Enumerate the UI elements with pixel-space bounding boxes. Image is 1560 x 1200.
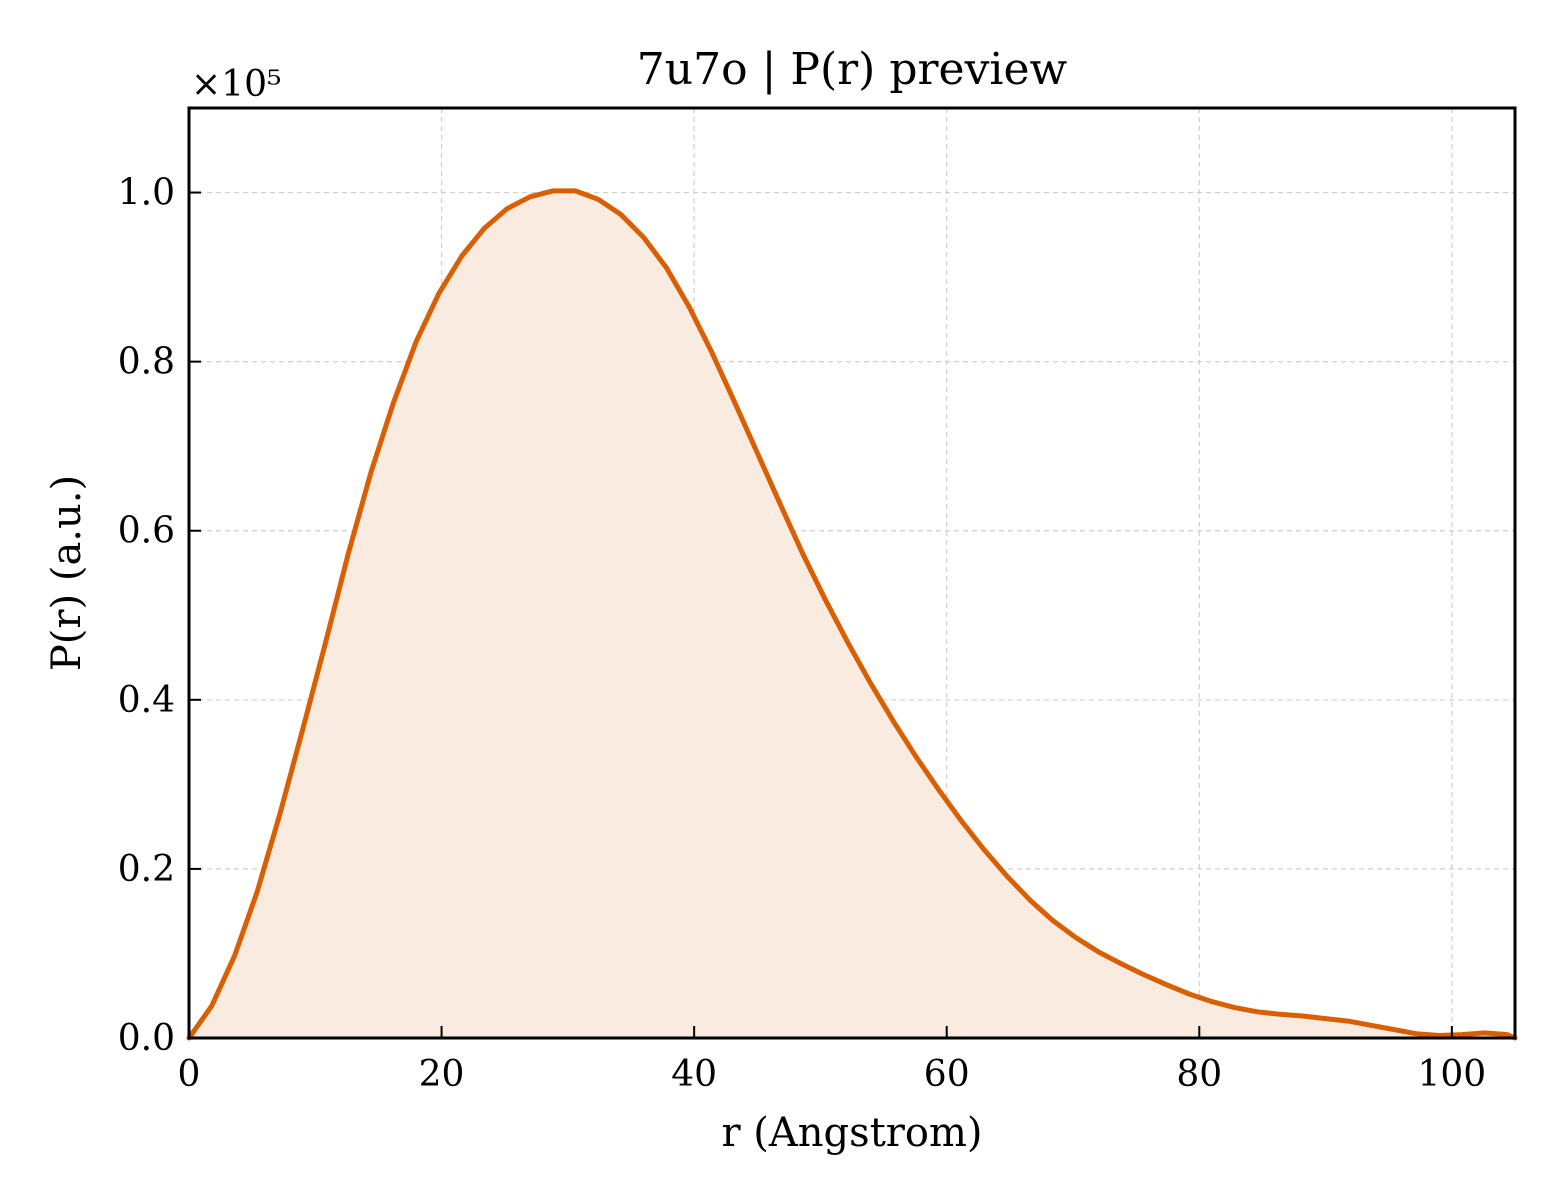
x-tick-label-4: 80 xyxy=(1176,1054,1222,1095)
series-area-fill xyxy=(189,190,1515,1038)
chart-title: 7u7o | P(r) preview xyxy=(637,44,1068,95)
y-axis-scale-label: ×10⁵ xyxy=(191,64,281,105)
x-axis-label: r (Angstrom) xyxy=(721,1110,982,1156)
y-tick-label-4: 0.8 xyxy=(118,342,175,383)
x-tick-label-2: 40 xyxy=(671,1054,717,1095)
y-tick-label-5: 1.0 xyxy=(118,173,175,214)
area-fill-layer xyxy=(189,190,1515,1038)
y-tick-label-0: 0.0 xyxy=(118,1018,175,1059)
series-line xyxy=(186,188,1518,1041)
x-tick-label-3: 60 xyxy=(924,1054,970,1095)
plot-frame xyxy=(187,106,1517,1040)
x-tick-label-1: 20 xyxy=(419,1054,465,1095)
x-tick-label-5: 100 xyxy=(1417,1054,1486,1095)
tick-layer: 0 20 40 60 80 100 0.0 0.2 0.4 0.6 0.8 1.0 xyxy=(118,173,1486,1095)
x-tick-label-0: 0 xyxy=(178,1054,201,1095)
y-tick-label-3: 0.6 xyxy=(118,511,175,552)
y-tick-label-2: 0.4 xyxy=(118,680,175,721)
y-tick-label-1: 0.2 xyxy=(118,849,175,890)
y-axis-label: P(r) (a.u.) xyxy=(44,475,90,671)
series-line-layer xyxy=(186,188,1518,1041)
